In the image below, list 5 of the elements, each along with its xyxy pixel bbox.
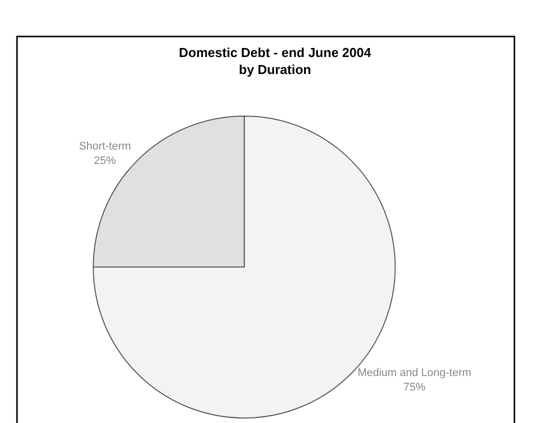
data-label: 25% xyxy=(94,154,116,167)
slice-label: Medium and Long-term xyxy=(358,367,472,380)
slice-label: Short-term xyxy=(78,140,131,153)
chart-title: Domestic Debt - end June 2004 by Duration xyxy=(178,45,372,78)
data-label: 75% xyxy=(403,382,426,394)
